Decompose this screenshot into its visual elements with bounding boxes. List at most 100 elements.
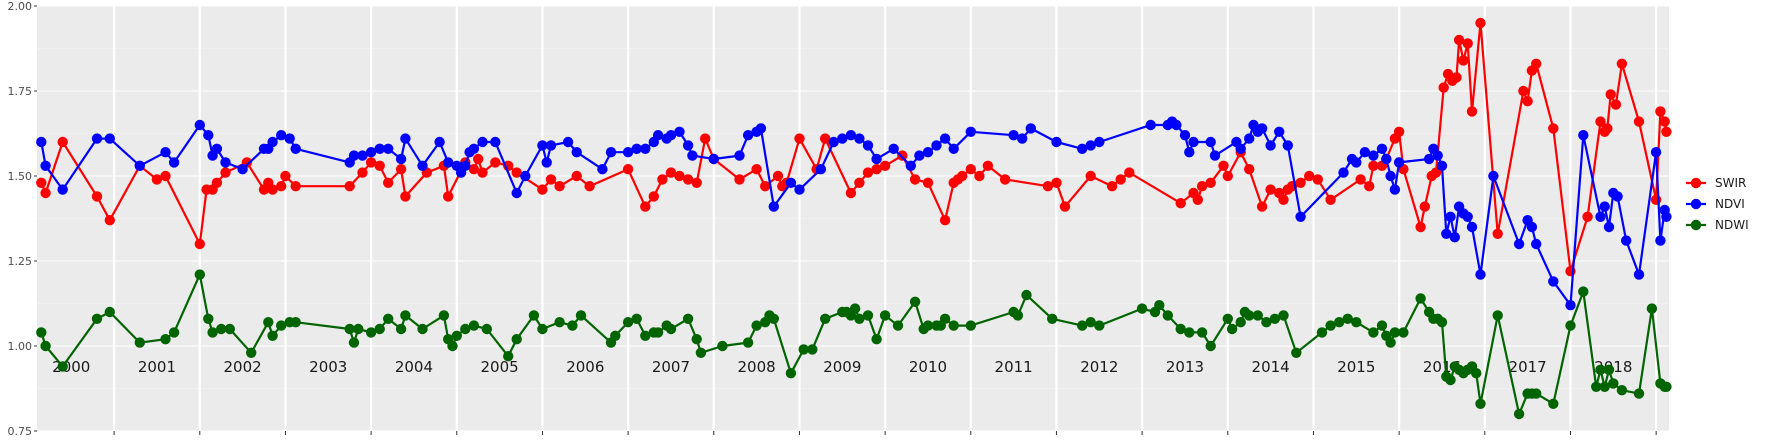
- data-point-ndwi: [1184, 327, 1195, 338]
- data-point-swir: [1548, 123, 1559, 134]
- data-point-swir: [1222, 170, 1234, 182]
- data-point-ndvi: [687, 150, 698, 161]
- data-point-swir: [760, 181, 771, 192]
- year-label: 2008: [738, 358, 776, 376]
- data-point-swir: [211, 177, 223, 188]
- data-point-ndwi: [1436, 317, 1448, 328]
- data-point-ndwi: [798, 344, 809, 355]
- data-point-ndvi: [1184, 147, 1195, 158]
- data-point-swir: [640, 201, 651, 212]
- data-point-ndvi: [374, 143, 385, 154]
- data-point-ndvi: [383, 143, 394, 154]
- data-point-ndwi: [1252, 310, 1264, 321]
- data-point-ndvi: [1051, 136, 1062, 148]
- data-point-ndvi: [1595, 211, 1606, 222]
- legend-marker-ndwi: [1690, 219, 1702, 231]
- data-point-swir: [276, 181, 287, 192]
- data-point-ndvi: [1513, 238, 1525, 250]
- data-point-ndwi: [948, 320, 959, 331]
- data-point-ndvi: [1359, 147, 1371, 158]
- legend-marker-ndvi: [1690, 198, 1702, 210]
- data-point-ndwi: [751, 320, 762, 331]
- data-point-ndwi: [353, 323, 364, 335]
- data-point-ndwi: [1226, 323, 1238, 335]
- data-point-swir: [820, 133, 831, 144]
- data-point-ndvi: [742, 130, 754, 141]
- data-point-swir: [1475, 17, 1486, 29]
- data-point-ndvi: [571, 147, 582, 158]
- data-point-swir: [1531, 58, 1542, 69]
- data-point-swir: [584, 181, 595, 192]
- data-point-ndvi: [768, 201, 779, 212]
- data-point-ndvi: [1008, 130, 1019, 141]
- year-label: 2006: [566, 358, 604, 376]
- data-point-swir: [657, 174, 668, 185]
- data-point-ndwi: [451, 330, 462, 341]
- data-point-ndvi: [267, 136, 278, 148]
- data-point-swir: [383, 177, 394, 188]
- data-point-ndwi: [290, 317, 301, 328]
- data-point-ndwi: [348, 337, 360, 348]
- data-point-ndvi: [134, 160, 145, 171]
- data-point-ndvi: [905, 160, 916, 171]
- data-point-ndwi: [1269, 313, 1281, 324]
- y-axis: 0.75 1.00 1.25 1.50 1.75 2.00: [8, 0, 37, 438]
- data-point-ndwi: [1278, 310, 1289, 321]
- data-point-ndvi: [1094, 136, 1105, 148]
- data-point-ndwi: [1368, 327, 1379, 338]
- data-point-ndwi: [1599, 381, 1610, 392]
- data-point-swir: [151, 174, 163, 185]
- data-point-swir: [965, 164, 976, 175]
- data-point-ndwi: [892, 320, 904, 331]
- major-gridlines: [37, 5, 1669, 432]
- data-point-ndwi: [665, 323, 677, 335]
- data-point-swir: [194, 238, 205, 250]
- data-point-ndwi: [1205, 340, 1216, 352]
- data-point-ndvi: [708, 153, 719, 165]
- data-point-ndvi: [1282, 140, 1294, 151]
- data-point-ndwi: [528, 310, 540, 321]
- data-point-ndwi: [1445, 374, 1456, 386]
- data-point-swir: [1453, 34, 1465, 46]
- data-point-swir: [871, 164, 882, 175]
- data-point-ndwi: [1351, 317, 1362, 328]
- legend: SWIR NDVI NDWI: [1686, 176, 1749, 232]
- data-point-swir: [648, 191, 659, 202]
- data-point-ndvi: [400, 133, 411, 144]
- data-point-swir: [682, 174, 694, 185]
- data-point-swir: [1518, 85, 1529, 97]
- data-point-swir: [1610, 99, 1622, 110]
- year-label: 2013: [1166, 358, 1204, 376]
- data-point-ndvi: [1423, 153, 1435, 165]
- data-point-ndwi: [91, 313, 103, 324]
- year-label: 2010: [909, 358, 947, 376]
- data-point-ndwi: [691, 334, 702, 345]
- data-point-ndwi: [1398, 327, 1409, 338]
- data-point-ndvi: [1381, 153, 1392, 165]
- data-point-ndwi: [1646, 303, 1658, 314]
- data-point-ndvi: [1085, 140, 1096, 151]
- data-point-ndvi: [1621, 235, 1632, 246]
- data-point-swir: [1650, 194, 1662, 205]
- data-point-ndwi: [939, 313, 951, 324]
- data-point-ndvi: [622, 147, 634, 158]
- data-point-ndwi: [1531, 388, 1542, 399]
- data-point-ndwi: [400, 310, 411, 321]
- data-point-swir: [290, 181, 301, 192]
- data-point-ndvi: [1274, 126, 1285, 137]
- data-point-ndvi: [854, 133, 865, 144]
- data-point-swir: [1085, 170, 1096, 182]
- data-point-ndvi: [652, 130, 664, 141]
- data-point-ndwi: [807, 344, 818, 355]
- data-point-ndvi: [1376, 143, 1388, 154]
- data-point-ndvi: [1368, 150, 1379, 161]
- data-point-swir: [571, 170, 582, 182]
- data-point-ndvi: [1389, 184, 1401, 195]
- data-point-ndvi: [682, 140, 694, 151]
- data-point-swir: [545, 174, 557, 185]
- data-point-ndvi: [1650, 147, 1662, 158]
- data-point-ndvi: [871, 153, 882, 165]
- data-point-ndvi: [220, 157, 231, 168]
- data-point-ndvi: [1633, 269, 1645, 280]
- data-point-ndwi: [1077, 320, 1088, 331]
